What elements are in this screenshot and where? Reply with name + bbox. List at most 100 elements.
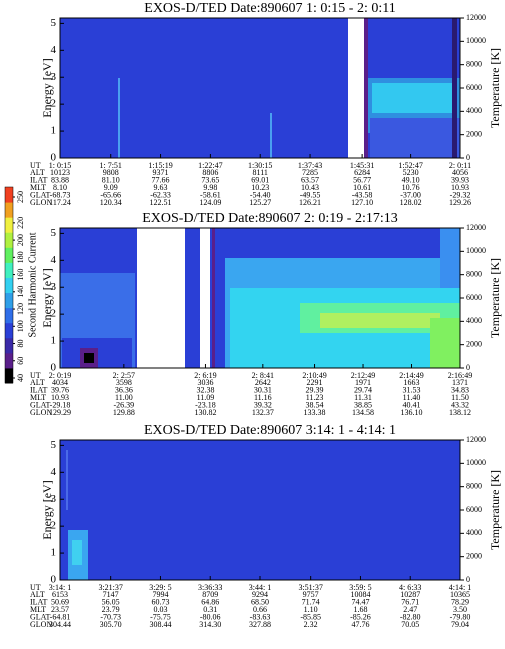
colorbar-tick-label: 140	[16, 286, 25, 298]
y-tick-label: 0	[51, 152, 57, 164]
table-cell: 1:30:15	[248, 161, 272, 170]
table-cell: 8806	[202, 168, 218, 177]
y2-tick-label: 0	[466, 363, 470, 372]
colorbar-segment	[5, 232, 13, 248]
table-cell: 31.53	[403, 386, 421, 395]
table-cell: 43.32	[451, 400, 469, 409]
table-cell: 50.69	[51, 598, 69, 607]
table-cell: 9808	[103, 168, 119, 177]
table-cell: 10.43	[301, 183, 319, 192]
plot-area	[59, 439, 461, 581]
table-cell: -79.80	[450, 612, 471, 621]
colorbar-segment	[5, 322, 13, 339]
y-tick-label: 2	[51, 308, 57, 320]
table-cell: 39.32	[254, 400, 272, 409]
colorbar-segment	[5, 247, 13, 263]
table-cell: 304.44	[49, 620, 71, 629]
table-cell: 71.74	[302, 598, 320, 607]
y-tick-label: 4	[51, 466, 57, 478]
table-cell: 1:37:43	[298, 161, 322, 170]
table-cell: 1: 7:51	[99, 161, 121, 170]
spectrogram-feature	[430, 318, 460, 368]
table-cell: 2: 6:19	[194, 371, 216, 380]
table-cell: 308.44	[149, 620, 171, 629]
table-row-label: GLAT	[30, 190, 51, 199]
table-cell: 3:29: 5	[149, 583, 171, 592]
table-row-label: UT	[30, 161, 41, 170]
table-cell: 7285	[302, 168, 318, 177]
table-cell: 2642	[255, 378, 271, 387]
table-cell: 10.61	[353, 183, 371, 192]
colorbar-segment	[5, 262, 13, 278]
table-cell: 2: 0:19	[49, 371, 71, 380]
table-cell: 78.29	[451, 598, 469, 607]
y2-tick-label: 6000	[466, 83, 482, 92]
colorbar-segment	[5, 307, 13, 324]
table-cell: 1:52:47	[398, 161, 422, 170]
colorbar-segment	[5, 292, 13, 309]
y2-tick-label: 12000	[466, 223, 486, 232]
y-axis-label: Energy [eV]	[40, 268, 54, 327]
colorbar-segment	[5, 352, 13, 369]
table-row-label: MLT	[30, 183, 46, 192]
spectrogram-feature	[452, 18, 457, 158]
colorbar-frame	[4, 186, 14, 384]
y2-tick-label: 6000	[466, 293, 482, 302]
table-cell: -23.18	[195, 400, 216, 409]
spectrogram-feature	[372, 83, 452, 113]
table-cell: -37.00	[400, 190, 421, 199]
table-cell: 2:10:49	[302, 371, 326, 380]
table-cell: 126.21	[299, 198, 321, 207]
spectrogram-feature	[72, 540, 82, 565]
y-tick-label: 4	[51, 44, 57, 56]
table-cell: 70.05	[401, 620, 419, 629]
table-cell: 11.09	[197, 393, 215, 402]
spectrogram-feature	[364, 18, 368, 158]
table-cell: -29.32	[450, 190, 471, 199]
table-cell: 9.98	[203, 183, 217, 192]
table-cell: 81.10	[102, 176, 120, 185]
table-cell: 11.16	[254, 393, 272, 402]
table-cell: 1.68	[353, 605, 367, 614]
table-cell: 136.10	[401, 408, 423, 417]
table-cell: 60.73	[151, 598, 169, 607]
colorbar-tick-label: 60	[16, 357, 25, 365]
y2-tick-label: 2000	[466, 129, 482, 138]
table-cell: 10.23	[251, 183, 269, 192]
y2-axis-label: Temperature [K]	[488, 48, 502, 128]
y-tick-label: 3	[51, 281, 57, 293]
table-cell: 49.10	[402, 176, 420, 185]
chart-title: EXOS-D/TED Date:890607 1: 0:15 - 2: 0:11	[144, 1, 395, 16]
spectrogram-feature	[440, 228, 460, 288]
table-cell: 4056	[452, 168, 468, 177]
colorbar-tick-label: 160	[16, 269, 25, 281]
spectrogram-feature	[137, 228, 185, 368]
table-cell: 69.01	[251, 176, 269, 185]
table-cell: 56.77	[353, 176, 371, 185]
table-cell: 11.50	[451, 393, 469, 402]
spectrogram-feature	[370, 118, 460, 158]
colorbar-tick-label: 250	[16, 191, 25, 203]
table-cell: -85.26	[350, 612, 371, 621]
table-cell: 10.93	[451, 183, 469, 192]
table-row-label: MLT	[30, 605, 46, 614]
table-cell: 134.58	[352, 408, 374, 417]
table-cell: 56.05	[102, 598, 120, 607]
table-cell: 38.54	[306, 400, 324, 409]
colorbar-segment	[5, 187, 13, 203]
table-cell: 9.63	[154, 183, 168, 192]
table-cell: 29.39	[306, 386, 324, 395]
table-cell: 8709	[202, 590, 218, 599]
table-cell: 8111	[253, 168, 268, 177]
table-cell: -54.40	[250, 190, 271, 199]
table-cell: 129.26	[449, 198, 471, 207]
table-cell: 40.41	[403, 400, 421, 409]
y-tick-label: 1	[51, 125, 57, 137]
table-cell: 74.47	[351, 598, 369, 607]
table-cell: 130.82	[194, 408, 216, 417]
colorbar-tick-label: 120	[16, 303, 25, 315]
table-cell: 9.09	[104, 183, 118, 192]
colorbar-segment	[5, 217, 13, 233]
spectrogram-feature	[212, 228, 215, 368]
